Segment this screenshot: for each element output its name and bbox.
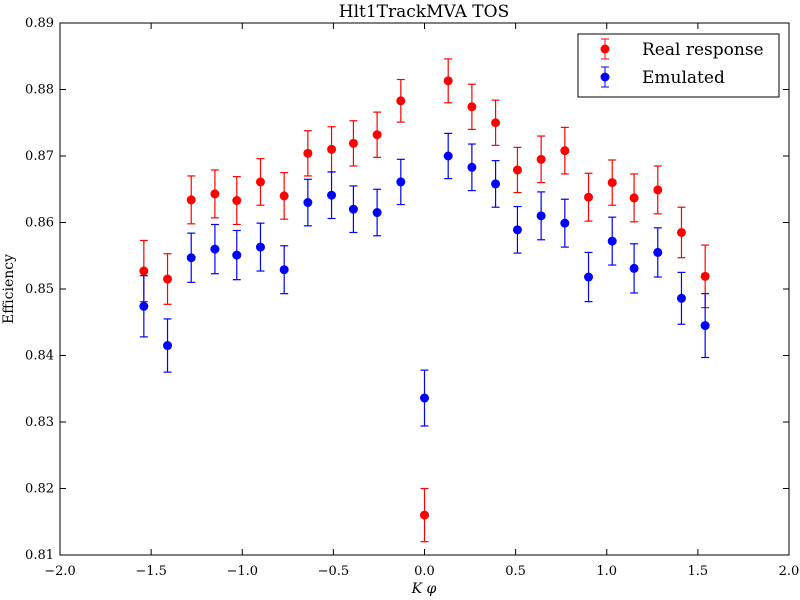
data-point bbox=[210, 244, 220, 254]
x-tick-label: −1.5 bbox=[135, 564, 167, 579]
data-point bbox=[491, 179, 501, 189]
data-point bbox=[700, 321, 710, 331]
legend-entry-emulated: Emulated bbox=[600, 66, 725, 88]
data-point bbox=[279, 191, 289, 201]
data-point bbox=[348, 204, 358, 214]
y-tick-label: 0.81 bbox=[25, 548, 54, 563]
data-point bbox=[560, 146, 570, 156]
y-tick-label: 0.89 bbox=[25, 16, 54, 31]
plot-frame bbox=[59, 22, 790, 556]
y-tick-label: 0.88 bbox=[25, 83, 54, 98]
data-point bbox=[467, 102, 477, 112]
legend-entry-real: Real response bbox=[600, 38, 764, 60]
x-axis-label: K φ bbox=[411, 581, 437, 597]
legend-marker-real bbox=[600, 44, 610, 54]
data-point bbox=[700, 271, 710, 281]
data-point bbox=[536, 154, 546, 164]
data-point bbox=[396, 96, 406, 106]
data-point bbox=[163, 341, 173, 351]
data-point bbox=[607, 178, 617, 188]
data-point bbox=[372, 130, 382, 140]
data-point bbox=[139, 266, 149, 276]
data-point bbox=[629, 263, 639, 273]
legend-label-real: Real response bbox=[642, 40, 764, 60]
data-point bbox=[327, 190, 337, 200]
y-axis: 0.81 0.82 0.83 0.84 0.85 0.86 0.87 0.88 0.89 bbox=[25, 16, 789, 563]
x-tick-label: −1.0 bbox=[226, 564, 258, 579]
data-point bbox=[512, 165, 522, 175]
data-point bbox=[491, 118, 501, 128]
x-tick-label: 2.0 bbox=[779, 564, 800, 579]
data-point bbox=[584, 192, 594, 202]
data-point bbox=[420, 510, 429, 520]
y-tick-label: 0.82 bbox=[25, 482, 54, 497]
data-point bbox=[676, 227, 686, 237]
legend-box bbox=[577, 33, 780, 98]
x-tick-label: 1.5 bbox=[688, 564, 709, 579]
y-tick-label: 0.84 bbox=[25, 349, 54, 364]
x-tick-label: −2.0 bbox=[44, 564, 76, 579]
data-point bbox=[396, 177, 406, 187]
data-point bbox=[255, 242, 265, 252]
data-point bbox=[210, 189, 220, 199]
data-point bbox=[512, 225, 522, 235]
x-tick-label: −0.5 bbox=[318, 564, 350, 579]
series-real-response bbox=[139, 58, 710, 543]
x-tick-label: 0.5 bbox=[505, 564, 526, 579]
data-point bbox=[629, 193, 639, 203]
legend: Real response Emulated bbox=[577, 33, 780, 98]
data-point bbox=[139, 301, 149, 311]
x-tick-label: 0.0 bbox=[414, 564, 435, 579]
plot-area bbox=[139, 58, 710, 543]
data-point bbox=[653, 247, 663, 257]
y-tick-label: 0.87 bbox=[25, 149, 54, 164]
data-point bbox=[303, 198, 313, 208]
legend-label-emulated: Emulated bbox=[642, 68, 725, 88]
data-point bbox=[232, 196, 242, 206]
x-tick-label: 1.0 bbox=[596, 564, 617, 579]
data-point bbox=[420, 393, 429, 403]
data-point bbox=[255, 177, 265, 187]
data-point bbox=[327, 144, 337, 154]
data-point bbox=[653, 185, 663, 195]
data-point bbox=[584, 272, 594, 282]
data-point bbox=[232, 250, 242, 260]
y-axis-label: Efficiency bbox=[1, 254, 17, 324]
data-point bbox=[536, 211, 546, 221]
data-point bbox=[186, 195, 196, 205]
data-point bbox=[607, 236, 617, 246]
y-tick-label: 0.83 bbox=[25, 415, 54, 430]
data-point bbox=[372, 208, 382, 218]
data-point bbox=[443, 76, 453, 86]
series-emulated bbox=[139, 132, 710, 427]
data-point bbox=[676, 293, 686, 303]
x-axis: −2.0 −1.5 −1.0 −0.5 0.0 0.5 1.0 1.5 2.0 bbox=[44, 23, 799, 579]
y-tick-label: 0.85 bbox=[25, 282, 54, 297]
y-tick-label: 0.86 bbox=[25, 216, 54, 231]
data-point bbox=[467, 162, 477, 172]
data-point bbox=[303, 148, 313, 158]
data-point bbox=[279, 265, 289, 275]
data-point bbox=[163, 274, 173, 284]
data-point bbox=[348, 138, 358, 148]
chart-title: Hlt1TrackMVA TOS bbox=[339, 2, 509, 22]
data-point bbox=[443, 151, 453, 161]
data-point bbox=[186, 253, 196, 263]
data-point bbox=[560, 218, 570, 228]
legend-marker-emulated bbox=[600, 72, 610, 82]
